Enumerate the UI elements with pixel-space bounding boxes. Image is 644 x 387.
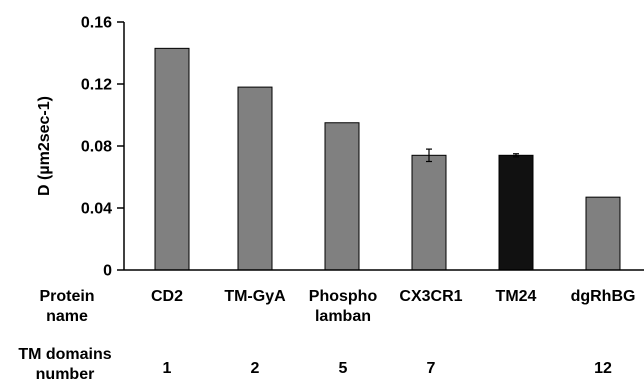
x-tick-label: TM-GyA (224, 288, 286, 305)
tm-domain-number: 5 (339, 360, 348, 377)
tm-domain-number: 7 (427, 360, 436, 377)
y-tick-label: 0 (103, 263, 112, 280)
y-tick-label: 0.12 (81, 77, 112, 94)
protein-name-row-label: Protein name (39, 288, 94, 325)
tm-domain-number: 1 (163, 360, 172, 377)
x-tick-label: CD2 (151, 288, 183, 305)
bar (585, 196, 621, 271)
bar (154, 47, 190, 271)
x-tick-label: TM24 (496, 288, 537, 305)
x-tick-label: Phospho lamban (309, 288, 378, 325)
bars (154, 47, 621, 271)
y-tick-label: 0.16 (81, 15, 112, 32)
bar (324, 122, 360, 271)
tm-domain-number: 2 (251, 360, 260, 377)
y-axis-label: D (µm2sec-1) (36, 96, 53, 196)
tm-domains-row-label: TM domains number (18, 346, 111, 383)
bar (411, 154, 447, 271)
y-tick-label: 0.04 (81, 201, 112, 218)
bar (498, 154, 534, 271)
tm-domain-number: 12 (594, 360, 612, 377)
bar (237, 86, 273, 271)
category-labels: Protein name TM domains number CD2 TM-GyA Phos… (18, 288, 635, 383)
x-tick-label: CX3CR1 (399, 288, 462, 305)
x-tick-label: dgRhBG (571, 288, 636, 305)
y-axis: 0 0.04 0.08 0.12 0.16 (81, 15, 125, 280)
y-tick-label: 0.08 (81, 139, 112, 156)
